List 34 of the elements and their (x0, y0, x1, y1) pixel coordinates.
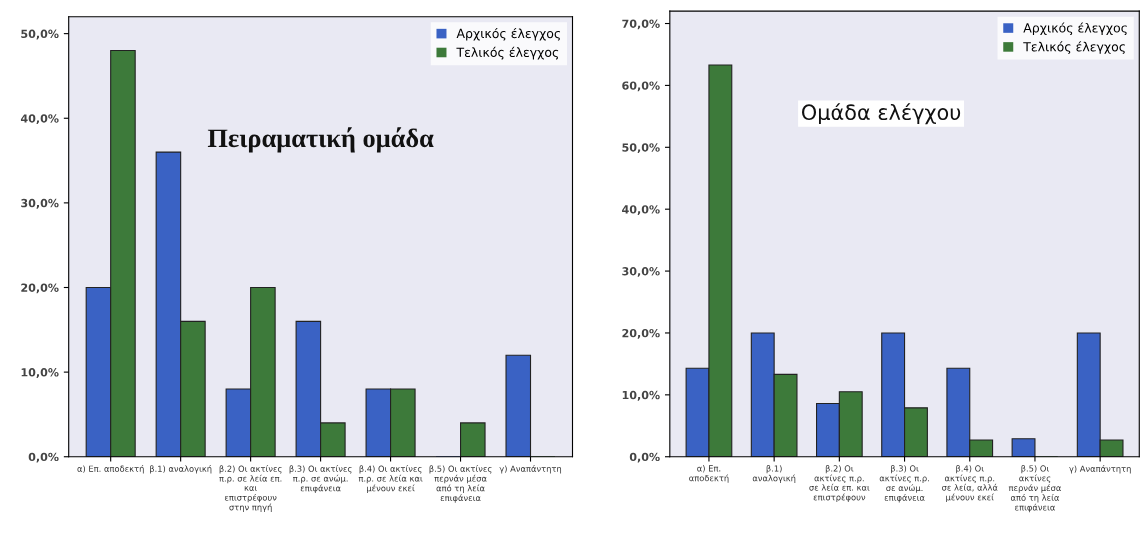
legend-label: Αρχικός έλεγχος (456, 27, 561, 41)
x-tick-label: γ) Αναπάντητη (499, 465, 562, 474)
y-tick-label: 20,0% (622, 328, 660, 339)
legend-label: Τελικός έλεγχος (456, 46, 559, 60)
y-tick-label: 0,0% (28, 452, 59, 463)
x-tick-label: β.5) Οι ακτίνες περνάν μέσα από τη λεία επιφάνεια (1008, 465, 1061, 513)
x-tick-label: γ) Αναπάντητη (1069, 465, 1131, 474)
y-tick-label: 10,0% (622, 390, 660, 401)
y-tick-label: 0,0% (629, 452, 660, 463)
y-tick-label: 40,0% (622, 205, 660, 215)
y-tick-label: 40,0% (20, 114, 59, 125)
x-tick-label: β.2) Οι ακτίνες π.ρ. σε λεία επ. και επιστρέφουν στην πηγή (219, 465, 282, 513)
y-tick-label: 20,0% (21, 283, 59, 294)
y-tick-label: 50,0% (21, 29, 59, 40)
y-tick-label: 50,0% (622, 143, 660, 154)
y-tick-label: 70,0% (622, 19, 660, 30)
x-tick-label: β.5) Οι ακτίνες περνάν μέσα από τη λεία επιφάνεια (429, 465, 492, 503)
x-tick-label: β.1) αναλογική (150, 465, 212, 474)
text: Ομάδα ελέγχου (801, 103, 961, 125)
x-tick-label: α) Επ. αποδεκτή (77, 465, 144, 474)
x-tick-label: α) Επ. αποδεκτή (689, 465, 729, 483)
legend-label: Αρχικός έλεγχος (1023, 22, 1127, 36)
x-tick-label: β.3) Οι ακτίνες π.ρ. σε ανώμ. επιφάνεια (879, 465, 929, 503)
y-tick-label: 30,0% (21, 198, 59, 209)
x-tick-label: β.3) Οι ακτίνες π.ρ. σε ανώμ. επιφάνεια (289, 465, 352, 493)
text: Πειραματική ομάδα (207, 127, 434, 153)
x-tick-label: β.4) Οι ακτίνες π.ρ. σε λεία και μένουν εκεί (358, 465, 423, 493)
x-tick-label: β.4) Οι ακτίνες π.ρ. σε λεία, αλλά μένουν εκεί (942, 465, 998, 502)
legend-label: Τελικός έλεγχος (1023, 41, 1125, 54)
y-tick-label: 60,0% (622, 81, 660, 92)
x-tick-label: β.2) Οι ακτίνες π.ρ. σε λεία επ. και επιστρέφουν (809, 465, 870, 502)
y-tick-label: 30,0% (622, 267, 660, 277)
y-tick-label: 10,0% (21, 368, 59, 378)
x-tick-label: β.1) αναλογική (752, 465, 796, 483)
